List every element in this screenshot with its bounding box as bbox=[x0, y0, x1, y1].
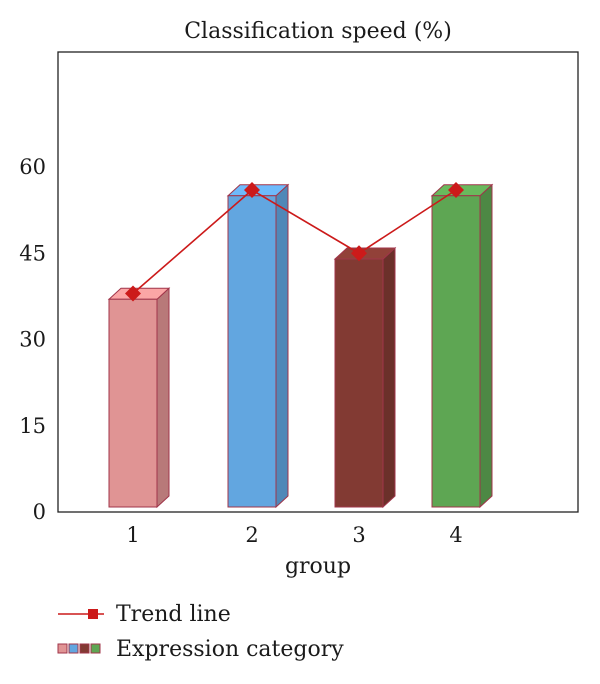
legend-swatch-3 bbox=[79, 643, 90, 654]
bar-side bbox=[156, 287, 170, 509]
legend-trend-label: Trend line bbox=[116, 602, 231, 627]
x-axis-ticks: 1 2 3 4 bbox=[126, 523, 462, 547]
chart-title: Classification speed (%) bbox=[184, 19, 452, 44]
bar-side bbox=[275, 183, 289, 509]
trend-line bbox=[132, 189, 457, 295]
bar-3 bbox=[333, 246, 397, 509]
bar-front bbox=[334, 258, 384, 508]
legend: Trend line Expression category bbox=[57, 602, 344, 662]
plot-frame bbox=[57, 51, 579, 513]
y-tick-label: 0 bbox=[33, 500, 46, 524]
trend-marker-2 bbox=[244, 182, 260, 198]
bar-4 bbox=[430, 183, 494, 509]
bar-1 bbox=[107, 287, 171, 509]
legend-trend-marker bbox=[88, 609, 98, 619]
bar-2 bbox=[226, 183, 290, 509]
x-tick-label: 3 bbox=[352, 523, 365, 547]
bar-side bbox=[382, 246, 396, 509]
x-tick-label: 2 bbox=[245, 523, 258, 547]
y-tick-label: 45 bbox=[19, 241, 46, 265]
x-tick-label: 1 bbox=[126, 523, 139, 547]
trend-marker-3 bbox=[351, 245, 367, 262]
x-tick-label: 4 bbox=[449, 523, 462, 547]
trend-marker-1 bbox=[125, 285, 141, 302]
bar-front bbox=[227, 195, 277, 508]
y-tick-label: 30 bbox=[19, 328, 46, 352]
legend-swatch-4 bbox=[90, 643, 101, 654]
bar-front bbox=[431, 195, 481, 508]
legend-swatch-1 bbox=[57, 643, 68, 654]
trend-line-group bbox=[125, 182, 464, 302]
legend-category-swatches bbox=[57, 643, 101, 654]
y-tick-label: 60 bbox=[19, 155, 46, 179]
y-tick-label: 15 bbox=[19, 414, 46, 438]
bar-front bbox=[108, 298, 158, 508]
trend-marker-4 bbox=[448, 182, 464, 198]
legend-swatch-2 bbox=[68, 643, 79, 654]
legend-category-label: Expression category bbox=[116, 637, 344, 662]
bar-side bbox=[479, 183, 493, 509]
y-axis-ticks: 0 15 30 45 60 bbox=[19, 155, 46, 524]
x-axis-label: group bbox=[285, 554, 351, 579]
bars bbox=[107, 183, 494, 509]
